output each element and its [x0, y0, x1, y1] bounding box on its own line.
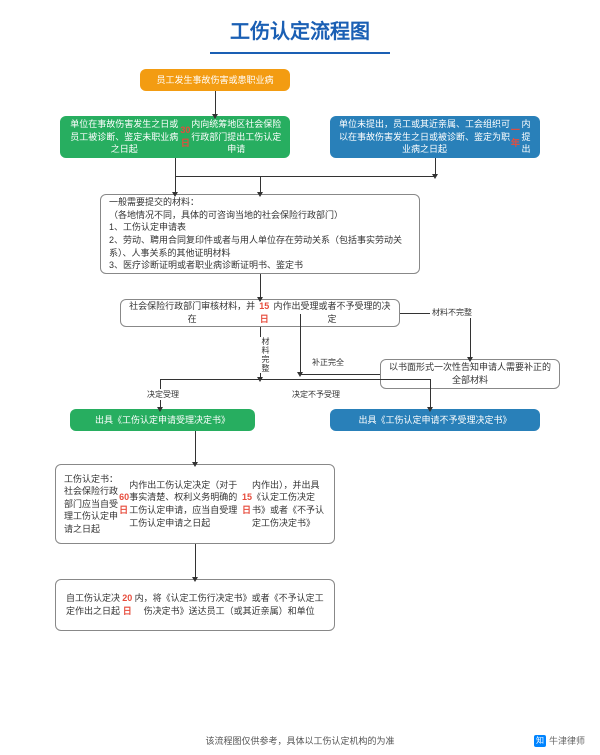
arrow-seg-8 [470, 313, 471, 359]
edge-label-l4: 决定受理 [145, 389, 181, 400]
node-n7: 出具《工伤认定申请受理决定书》 [70, 409, 255, 431]
footer-note: 该流程图仅供参考，具体以工伤认定机构的为准 [0, 734, 600, 747]
arrow-seg-15 [195, 431, 196, 464]
arrow-seg-0 [215, 91, 216, 116]
zhihu-icon: 知 [534, 735, 546, 747]
arrow-seg-9 [300, 374, 380, 375]
node-n6: 以书面形式一次性告知申请人需要补正的全部材料 [380, 359, 560, 389]
edge-label-l1: 材料不完整 [430, 307, 474, 318]
node-n5: 社会保险行政部门审核材料，并在15日内作出受理或者不予受理的决定 [120, 299, 400, 327]
edge-label-l3: 材料完整 [258, 337, 273, 373]
arrow-seg-10 [300, 314, 301, 374]
title-underline [210, 52, 390, 54]
node-n10: 自工伤认定决定作出之日起20日内，将《认定工伤行决定书》或者《不予认定工伤决定书… [55, 579, 335, 631]
chart-title: 工伤认定流程图 [0, 0, 600, 52]
arrow-seg-2 [435, 158, 436, 176]
node-n2: 单位在事故伤害发生之日或员工被诊断、鉴定未职业病之日起30日内向统筹地区社会保险… [60, 116, 290, 158]
arrow-seg-4 [260, 176, 261, 194]
edge-label-l2: 补正完全 [310, 357, 346, 368]
arrow-seg-5 [260, 274, 261, 299]
edge-label-l5: 决定不予受理 [290, 389, 342, 400]
arrow-seg-12 [160, 379, 260, 380]
node-n1: 员工发生事故伤害或患职业病 [140, 69, 290, 91]
attribution: 知 牛津律师 [534, 734, 585, 747]
arrow-seg-13 [260, 379, 430, 380]
node-n9: 工伤认定书：社会保险行政部门应当自受理工伤认定申请之日起60日内作出工伤认定决定… [55, 464, 335, 544]
author-name: 牛津律师 [549, 734, 585, 747]
arrow-seg-14 [430, 379, 431, 409]
node-n3: 单位未提出，员工或其近亲属、工会组织可以在事故伤害发生之日或被诊断、鉴定为职业病… [330, 116, 540, 158]
flowchart-canvas: 员工发生事故伤害或患职业病单位在事故伤害发生之日或员工被诊断、鉴定未职业病之日起… [0, 69, 600, 739]
node-n4: 一般需要提交的材料：（各地情况不同，具体的可咨询当地的社会保险行政部门）1、工伤… [100, 194, 420, 274]
arrow-seg-3 [175, 176, 435, 177]
node-n8: 出具《工伤认定申请不予受理决定书》 [330, 409, 540, 431]
arrow-seg-16 [195, 544, 196, 579]
